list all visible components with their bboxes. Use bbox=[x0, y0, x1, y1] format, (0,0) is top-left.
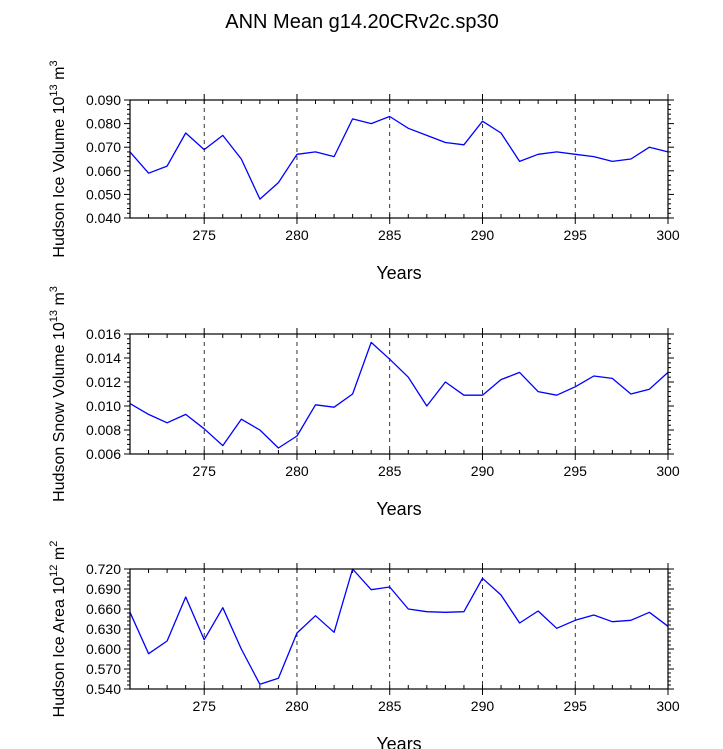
y-tick-label: 0.050 bbox=[86, 186, 121, 202]
x-axis-label: Years bbox=[376, 734, 421, 749]
x-tick-label: 280 bbox=[285, 463, 309, 479]
x-tick-label: 290 bbox=[471, 698, 495, 714]
y-axis-label-unit-exponent: 3 bbox=[48, 286, 60, 292]
y-tick-label: 0.660 bbox=[86, 601, 121, 617]
x-tick-label: 290 bbox=[471, 463, 495, 479]
x-tick-label: 295 bbox=[564, 227, 588, 243]
x-tick-label: 280 bbox=[285, 698, 309, 714]
x-tick-label: 290 bbox=[471, 227, 495, 243]
y-axis-label-text: Hudson Ice Volume 10 bbox=[51, 96, 68, 257]
y-tick-label: 0.012 bbox=[86, 374, 121, 390]
y-tick-label: 0.720 bbox=[86, 561, 121, 577]
y-tick-label: 0.690 bbox=[86, 581, 121, 597]
y-tick-label: 0.070 bbox=[86, 139, 121, 155]
x-tick-label: 300 bbox=[656, 698, 680, 714]
x-tick-label: 300 bbox=[656, 227, 680, 243]
y-tick-label: 0.016 bbox=[86, 326, 121, 342]
y-tick-label: 0.570 bbox=[86, 661, 121, 677]
y-tick-label: 0.040 bbox=[86, 210, 121, 226]
y-axis-label: Hudson Ice Area 1012 m2 bbox=[48, 541, 68, 718]
x-tick-label: 285 bbox=[378, 463, 402, 479]
y-axis-label: Hudson Ice Volume 1013 m3 bbox=[48, 60, 68, 257]
y-axis-label-exponent: 12 bbox=[48, 565, 60, 577]
y-tick-label: 0.600 bbox=[86, 641, 121, 657]
y-axis-label-unit: m bbox=[51, 67, 68, 85]
plot-frame bbox=[129, 99, 669, 219]
panel-1: 275 280 285 290 295 300 0.040 0.050 0.060 0.070 0.… bbox=[48, 60, 680, 283]
y-axis-label-exponent: 13 bbox=[48, 310, 60, 322]
y-tick-label: 0.080 bbox=[86, 116, 121, 132]
x-axis-label: Years bbox=[376, 263, 421, 283]
y-tick-label: 0.540 bbox=[86, 681, 121, 697]
x-tick-label: 275 bbox=[193, 227, 217, 243]
x-tick-label: 280 bbox=[285, 227, 309, 243]
x-tick-label: 275 bbox=[193, 463, 217, 479]
x-tick-label: 295 bbox=[564, 698, 588, 714]
panel-2: 275 280 285 290 295 300 0.006 0.008 0.010 0.012 0.… bbox=[48, 286, 680, 519]
y-tick-label: 0.008 bbox=[86, 422, 121, 438]
plot-frame bbox=[129, 333, 669, 455]
panel-3: 275 280 285 290 295 300 0.540 0.570 0.600 0.630 0.… bbox=[48, 541, 680, 749]
x-tick-label: 285 bbox=[378, 227, 402, 243]
y-axis-label-exponent: 13 bbox=[48, 84, 60, 96]
x-tick-label: 285 bbox=[378, 698, 402, 714]
y-tick-label: 0.060 bbox=[86, 163, 121, 179]
series-line bbox=[129, 568, 669, 685]
y-axis-label-text: Hudson Snow Volume 10 bbox=[51, 322, 68, 502]
x-tick-label: 300 bbox=[656, 463, 680, 479]
y-axis-label-unit-exponent: 2 bbox=[48, 541, 60, 547]
y-tick-label: 0.006 bbox=[86, 446, 121, 462]
chart-title: ANN Mean g14.20CRv2c.sp30 bbox=[225, 11, 498, 33]
y-axis-label-text: Hudson Ice Area 10 bbox=[51, 577, 68, 718]
series-line bbox=[129, 115, 669, 200]
y-axis-label-unit: m bbox=[51, 547, 68, 565]
x-axis-label: Years bbox=[376, 499, 421, 519]
y-axis-label: Hudson Snow Volume 1013 m3 bbox=[48, 286, 68, 502]
y-axis-label-unit-exponent: 3 bbox=[48, 60, 60, 66]
y-tick-label: 0.010 bbox=[86, 398, 121, 414]
y-tick-label: 0.630 bbox=[86, 621, 121, 637]
plot-frame bbox=[129, 568, 669, 690]
series-line bbox=[129, 341, 669, 449]
x-tick-label: 275 bbox=[193, 698, 217, 714]
x-tick-label: 295 bbox=[564, 463, 588, 479]
y-tick-label: 0.090 bbox=[86, 92, 121, 108]
y-tick-label: 0.014 bbox=[86, 350, 121, 366]
y-axis-label-unit: m bbox=[51, 292, 68, 310]
